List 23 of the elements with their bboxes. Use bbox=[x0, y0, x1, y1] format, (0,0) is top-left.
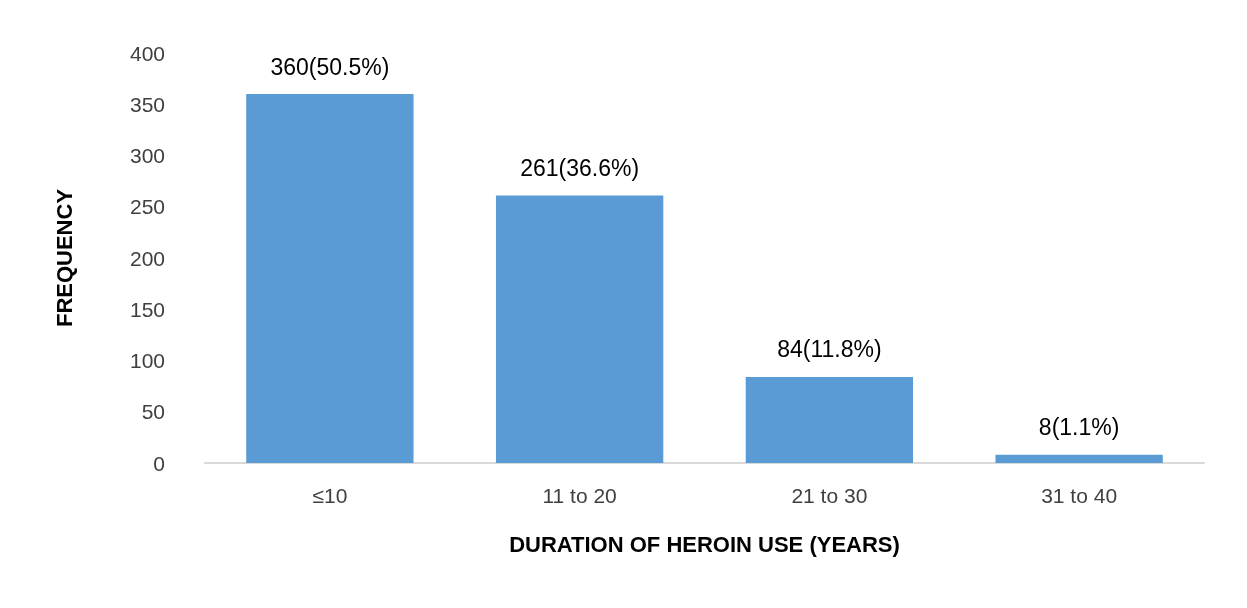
y-tick-label: 200 bbox=[129, 246, 165, 270]
x-tick-label: 21 to 30 bbox=[791, 484, 868, 507]
x-tick-label: 11 to 20 bbox=[542, 484, 617, 507]
y-tick-label: 50 bbox=[141, 400, 165, 424]
y-tick-label: 300 bbox=[129, 144, 165, 167]
y-tick-label: 250 bbox=[129, 195, 165, 219]
bar bbox=[495, 195, 664, 463]
x-tick-label: 31 to 40 bbox=[1041, 484, 1118, 507]
data-label: 8(1.1%) bbox=[1038, 414, 1120, 441]
y-axis-title: FREQUENCY bbox=[51, 188, 77, 328]
y-tick-label: 100 bbox=[129, 349, 165, 372]
y-tick-label: 150 bbox=[129, 297, 165, 321]
bar bbox=[745, 376, 914, 463]
y-tick-label: 0 bbox=[153, 451, 165, 475]
y-tick-label: 350 bbox=[129, 92, 165, 116]
bar bbox=[995, 454, 1163, 463]
bar bbox=[246, 94, 414, 463]
data-label: 84(11.8%) bbox=[777, 336, 882, 363]
data-label: 261(36.6%) bbox=[520, 154, 640, 181]
x-axis-title: DURATION OF HEROIN USE (YEARS) bbox=[509, 531, 900, 557]
data-label: 360(50.5%) bbox=[270, 53, 390, 80]
x-tick-label: ≤10 bbox=[312, 484, 348, 507]
y-tick-label: 400 bbox=[129, 41, 165, 65]
